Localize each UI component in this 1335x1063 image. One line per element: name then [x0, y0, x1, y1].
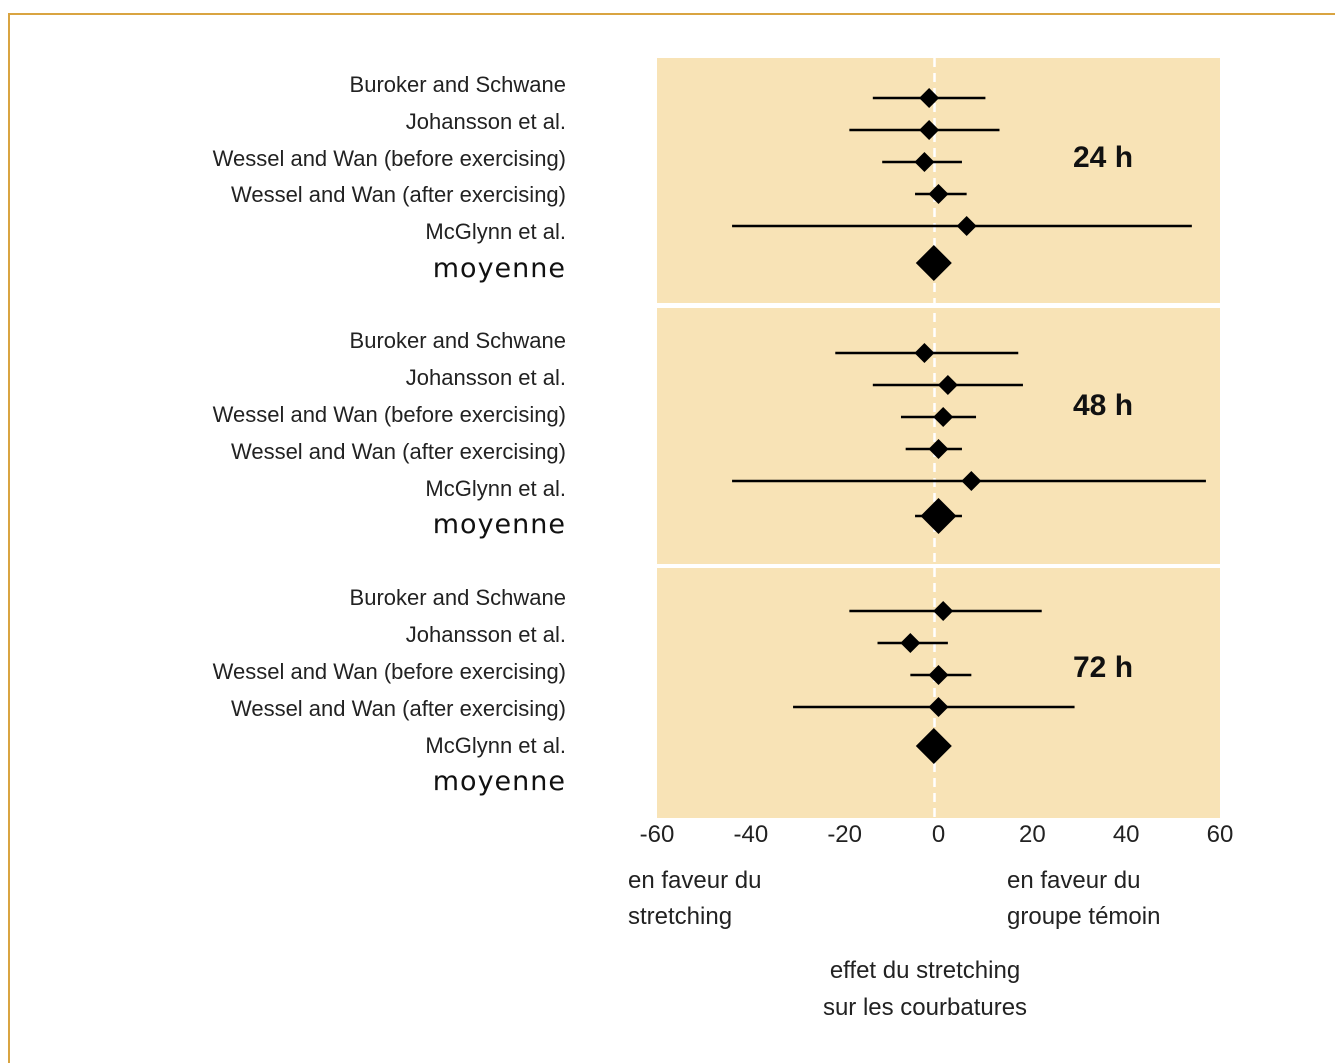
estimate-marker: [928, 439, 949, 459]
study-label: Johansson et al.: [406, 365, 566, 390]
study-label: Johansson et al.: [406, 109, 566, 134]
right-note-line1: en faveur du: [1007, 867, 1140, 894]
left-note-line2: stretching: [628, 903, 732, 930]
study-label: Wessel and Wan (before exercising): [213, 146, 566, 171]
mean-marker: [920, 498, 957, 534]
estimate-marker: [961, 471, 982, 491]
panel-background: [657, 568, 1220, 818]
mean-label: moyenne: [433, 509, 566, 540]
right-note-line2: groupe témoin: [1007, 903, 1160, 930]
study-label: Buroker and Schwane: [350, 72, 566, 97]
mean-marker: [915, 728, 952, 764]
x-axis-title-line2: sur les courbatures: [823, 994, 1027, 1021]
estimate-marker: [914, 152, 935, 172]
study-label: Johansson et al.: [406, 622, 566, 647]
estimate-marker: [933, 601, 954, 621]
estimate-marker: [919, 88, 940, 108]
estimate-marker: [933, 407, 954, 427]
mean-marker: [915, 245, 952, 281]
estimate-marker: [900, 633, 921, 653]
estimate-marker: [937, 375, 958, 395]
x-tick-label: -40: [733, 821, 768, 848]
x-tick-label: 0: [932, 821, 945, 848]
study-label: Buroker and Schwane: [350, 328, 566, 353]
x-tick-label: -20: [827, 821, 862, 848]
estimate-marker: [919, 120, 940, 140]
left-note-line1: en faveur du: [628, 867, 761, 894]
panel-label: 24 h: [1073, 141, 1133, 174]
panel-label: 72 h: [1073, 651, 1133, 684]
x-tick-label: 40: [1113, 821, 1140, 848]
estimate-marker: [914, 343, 935, 363]
estimate-marker: [928, 665, 949, 685]
page-frame: [8, 13, 1335, 1063]
estimate-marker: [928, 697, 949, 717]
study-label: Wessel and Wan (before exercising): [213, 402, 566, 427]
study-label: Wessel and Wan (after exercising): [231, 439, 566, 464]
panel-label: 48 h: [1073, 389, 1133, 422]
x-axis-title-line1: effet du stretching: [830, 957, 1020, 984]
study-label: McGlynn et al.: [425, 219, 566, 244]
study-label: Wessel and Wan (before exercising): [213, 659, 566, 684]
study-label: McGlynn et al.: [425, 733, 566, 758]
estimate-marker: [956, 216, 977, 236]
study-label: Buroker and Schwane: [350, 585, 566, 610]
study-label: Wessel and Wan (after exercising): [231, 696, 566, 721]
study-label: Wessel and Wan (after exercising): [231, 182, 566, 207]
mean-label: moyenne: [433, 253, 566, 284]
x-tick-label: 20: [1019, 821, 1046, 848]
x-tick-label: -60: [640, 821, 675, 848]
x-tick-label: 60: [1207, 821, 1234, 848]
mean-label: moyenne: [433, 766, 566, 797]
study-label: McGlynn et al.: [425, 476, 566, 501]
estimate-marker: [928, 184, 949, 204]
